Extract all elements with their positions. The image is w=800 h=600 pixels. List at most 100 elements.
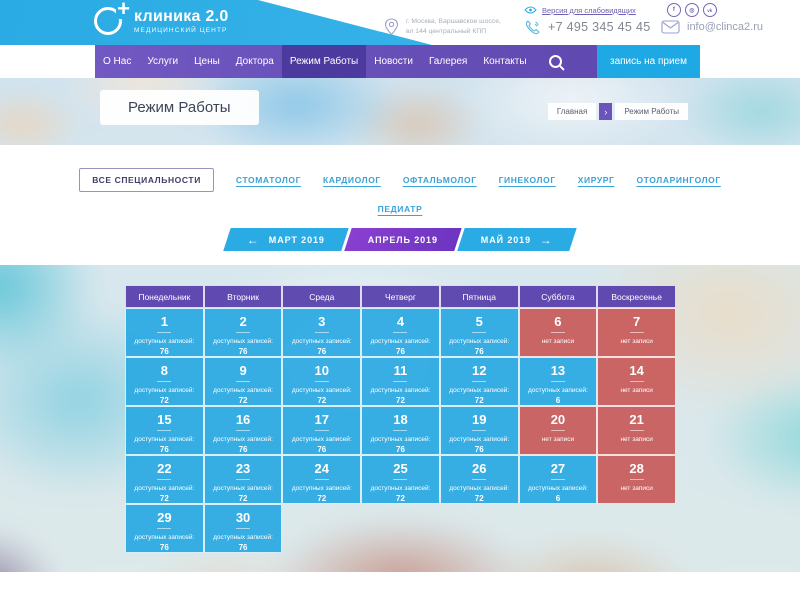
filter-педиатр[interactable]: ПЕДИАТР (377, 204, 423, 214)
brand-tagline: МЕДИЦИНСКИЙ ЦЕНТР (134, 27, 228, 34)
available-label: доступных записей: (370, 485, 431, 492)
available-count: 72 (238, 493, 248, 503)
weekday-header-четверг: Четверг (361, 285, 440, 308)
calendar-day-1[interactable]: 1 доступных записей: 76 (125, 308, 204, 357)
calendar-day-17[interactable]: 17 доступных записей: 76 (282, 406, 362, 455)
day-divider (550, 430, 565, 431)
filter-офтальмолог[interactable]: ОФТАЛЬМОЛОГ (402, 175, 477, 185)
filter-кардиолог[interactable]: КАРДИОЛОГ (323, 175, 381, 185)
day-divider (236, 332, 251, 333)
day-number: 2 (239, 314, 247, 329)
day-divider (314, 381, 329, 382)
phone-block[interactable]: +7 495 345 45 45 (524, 19, 661, 36)
available-count: 76 (396, 444, 405, 454)
available-count: 76 (474, 444, 484, 454)
calendar-day-30[interactable]: 30 доступных записей: 76 (203, 504, 283, 553)
prev-month-arrow-icon[interactable]: ← (246, 232, 260, 247)
calendar-day-16[interactable]: 16 доступных записей: 76 (203, 406, 283, 455)
calendar-day-22[interactable]: 22 доступных записей: 72 (125, 455, 204, 504)
calendar-day-19[interactable]: 19 доступных записей: 76 (439, 406, 519, 455)
filter-хирург[interactable]: ХИРУРГ (577, 175, 615, 185)
no-booking-label: нет записи (620, 485, 653, 492)
available-count: 72 (396, 395, 405, 405)
calendar-day-12[interactable]: 12 доступных записей: 72 (439, 357, 519, 406)
calendar-day-25[interactable]: 25 доступных записей: 72 (361, 455, 440, 504)
nav-item-цены[interactable]: Цены (194, 56, 220, 67)
nav-item-новости[interactable]: Новости (374, 56, 413, 67)
contact-row: г. Москва, Варшавское шоссе, вл 144 цент… (384, 17, 800, 37)
calendar-day-8[interactable]: 8 доступных записей: 72 (125, 357, 204, 406)
calendar-day-18[interactable]: 18 доступных записей: 76 (361, 406, 440, 455)
available-label: доступных записей: (134, 534, 195, 541)
weekday-header-вторник: Вторник (203, 285, 283, 308)
filter-отоларинголог[interactable]: ОТОЛАРИНГОЛОГ (636, 175, 721, 185)
day-number: 9 (239, 363, 247, 378)
day-number: 16 (235, 412, 251, 427)
available-label: доступных записей: (134, 338, 195, 345)
brand[interactable]: + клиника 2.0 МЕДИЦИНСКИЙ ЦЕНТР (92, 0, 229, 37)
day-number: 28 (629, 461, 644, 476)
nav-item-режим-работы[interactable]: Режим Работы (281, 45, 367, 78)
day-number: 22 (157, 461, 172, 476)
calendar-day-3[interactable]: 3 доступных записей: 76 (282, 308, 362, 357)
filter-стоматолог[interactable]: СТОМАТОЛОГ (235, 175, 302, 185)
phone-icon (525, 20, 540, 34)
main-nav: О Нас Услуги Цены Доктора Режим Работы Новост… (95, 45, 700, 78)
appointment-button[interactable]: запись на прием (597, 45, 700, 78)
available-label: доступных записей: (370, 338, 431, 345)
calendar-day-13[interactable]: 13 доступных записей: 6 (518, 357, 598, 406)
day-number: 19 (471, 412, 487, 427)
filter-all-specialties[interactable]: ВСЕ СПЕЦИАЛЬНОСТИ (79, 168, 214, 192)
nav-item-о-нас[interactable]: О Нас (103, 56, 132, 67)
month-prev-tab[interactable]: ← МАРТ 2019 (223, 228, 349, 251)
day-divider (157, 479, 172, 480)
calendar-day-10[interactable]: 10 доступных записей: 72 (282, 357, 362, 406)
next-month-arrow-icon[interactable]: → (540, 232, 554, 247)
accessibility-link[interactable]: Версия для слабовидящих (542, 5, 636, 15)
day-divider (236, 381, 251, 382)
calendar-day-29[interactable]: 29 доступных записей: 76 (125, 504, 204, 553)
nav-item-доктора[interactable]: Доктора (235, 56, 274, 67)
calendar-empty-cell (282, 504, 361, 553)
day-divider (157, 381, 172, 382)
month-next-tab[interactable]: МАЙ 2019 → (457, 228, 577, 251)
day-divider (629, 332, 644, 333)
email-block[interactable]: info@clinca2.ru (661, 20, 800, 34)
day-number: 1 (160, 314, 168, 329)
month-current-tab[interactable]: АПРЕЛЬ 2019 (344, 228, 462, 251)
calendar-empty-cell (519, 504, 598, 553)
available-count: 76 (474, 346, 484, 356)
available-label: доступных записей: (449, 436, 510, 443)
calendar-day-4[interactable]: 4 доступных записей: 76 (361, 308, 440, 357)
nav-item-услуги[interactable]: Услуги (147, 56, 179, 67)
calendar-day-9[interactable]: 9 доступных записей: 72 (203, 357, 283, 406)
available-count: 72 (238, 395, 248, 405)
available-count: 72 (159, 395, 169, 405)
facebook-icon[interactable]: f (666, 3, 681, 17)
calendar-day-27[interactable]: 27 доступных записей: 6 (518, 455, 598, 504)
day-number: 14 (629, 363, 644, 378)
instagram-icon[interactable]: ◎ (684, 3, 699, 17)
email-address[interactable]: info@clinca2.ru (687, 21, 763, 34)
available-count: 76 (238, 542, 248, 552)
calendar-day-5[interactable]: 5 доступных записей: 76 (439, 308, 519, 357)
vk-icon[interactable]: vk (702, 3, 717, 17)
calendar-day-2[interactable]: 2 доступных записей: 76 (203, 308, 283, 357)
nav-item-галерея[interactable]: Галерея (428, 56, 468, 67)
day-number: 26 (471, 461, 487, 476)
calendar-day-11[interactable]: 11 доступных записей: 72 (361, 357, 440, 406)
no-booking-label: нет записи (620, 338, 653, 345)
weekday-header-суббота: Суббота (518, 285, 598, 308)
calendar-day-23[interactable]: 23 доступных записей: 72 (203, 455, 283, 504)
available-count: 76 (159, 542, 169, 552)
calendar-day-24[interactable]: 24 доступных записей: 72 (282, 455, 362, 504)
search-button[interactable] (535, 45, 577, 78)
day-number: 15 (157, 412, 172, 427)
calendar-day-15[interactable]: 15 доступных записей: 76 (125, 406, 204, 455)
breadcrumb-home[interactable]: Главная (547, 103, 597, 120)
day-divider (157, 528, 172, 529)
nav-item-контакты[interactable]: Контакты (483, 56, 527, 67)
calendar-day-26[interactable]: 26 доступных записей: 72 (439, 455, 519, 504)
filter-гинеколог[interactable]: ГИНЕКОЛОГ (498, 175, 556, 185)
phone-number[interactable]: +7 495 345 45 45 (548, 20, 651, 35)
